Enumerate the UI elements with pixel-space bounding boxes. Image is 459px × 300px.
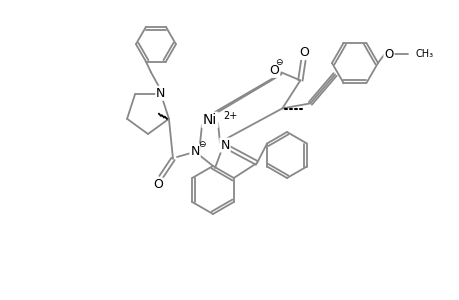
Text: ⊖: ⊖ (275, 58, 283, 67)
Text: N: N (220, 139, 229, 152)
Text: CH₃: CH₃ (415, 49, 433, 59)
Text: O: O (153, 178, 162, 191)
Text: O: O (269, 64, 279, 77)
Text: N: N (190, 145, 199, 158)
Text: O: O (299, 46, 308, 59)
Text: O: O (384, 47, 393, 61)
Text: 2+: 2+ (223, 111, 237, 121)
Text: N: N (156, 87, 165, 100)
Text: Ni: Ni (202, 113, 217, 127)
Text: ⊖: ⊖ (198, 140, 205, 148)
